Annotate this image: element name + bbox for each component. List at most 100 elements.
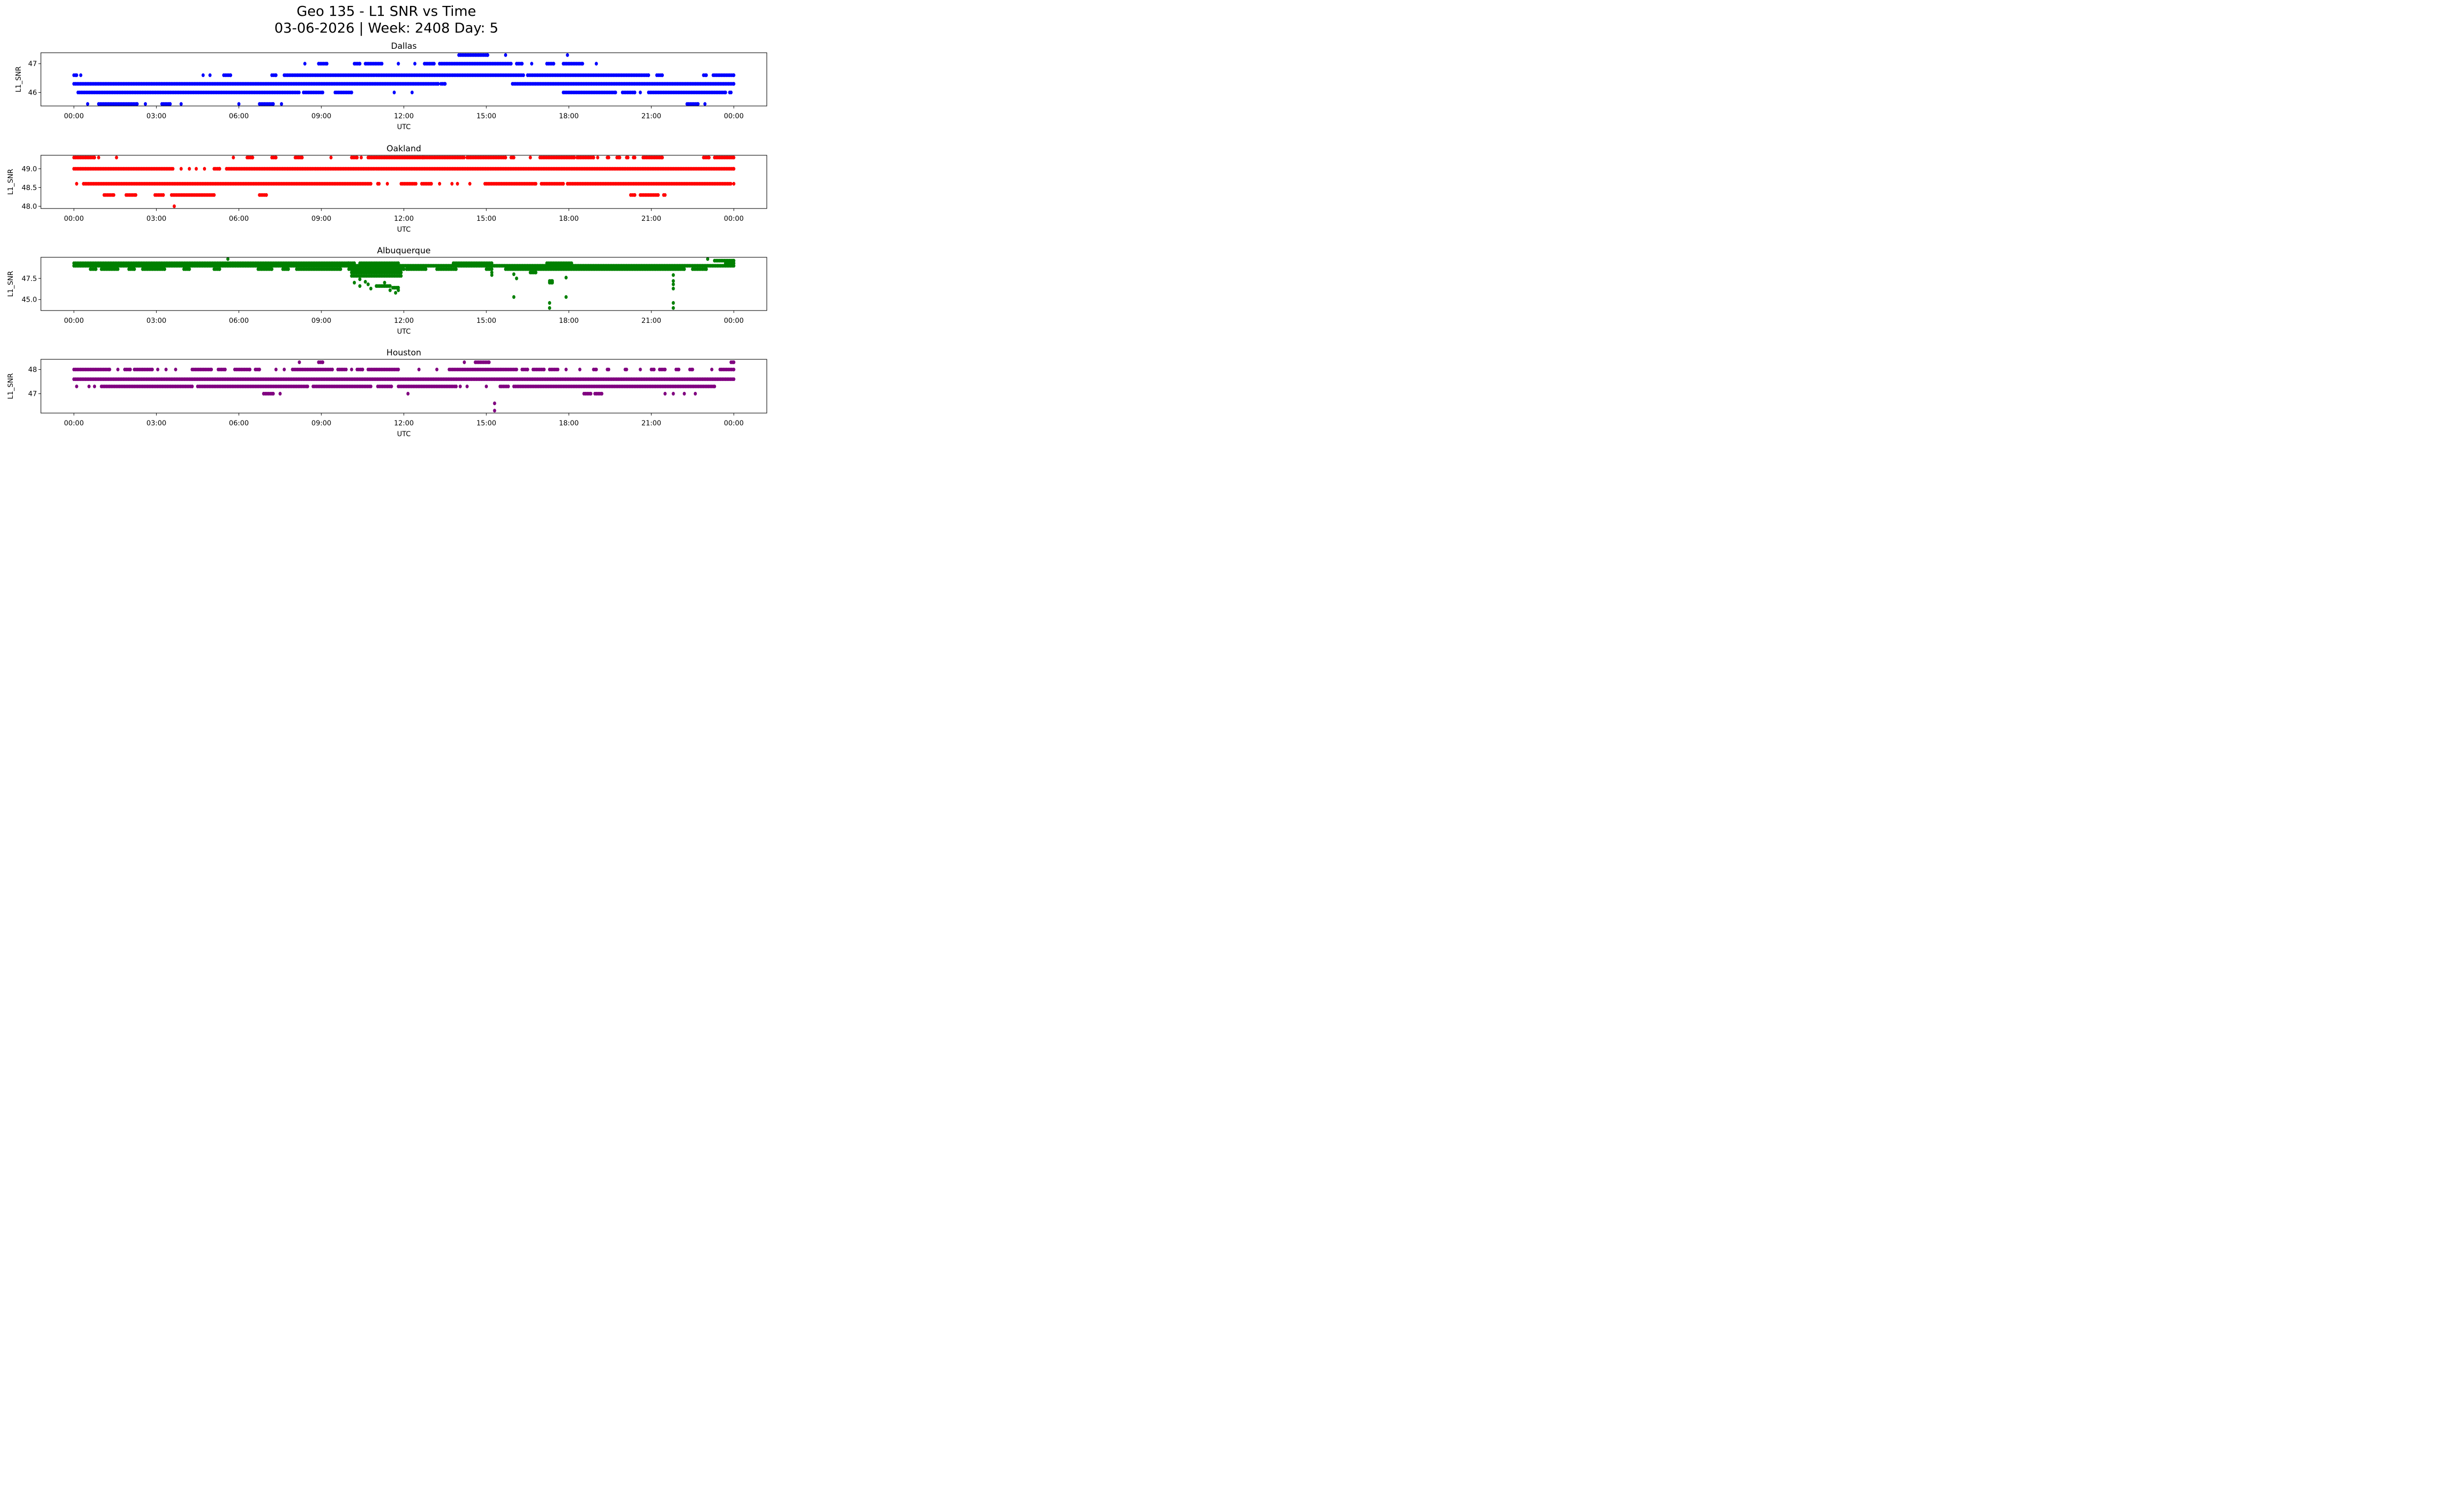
y-tick-label: 48	[28, 366, 37, 374]
data-point	[179, 102, 183, 106]
x-tick-label: 18:00	[559, 112, 579, 120]
data-point	[724, 90, 727, 95]
data-point	[564, 276, 568, 279]
data-point	[203, 167, 206, 171]
data-point	[515, 277, 518, 280]
x-tick-label: 12:00	[394, 419, 413, 427]
data-point	[663, 391, 667, 396]
data-point	[274, 155, 278, 160]
data-point	[566, 53, 569, 57]
x-tick-label: 12:00	[394, 317, 413, 325]
subplot-title: Albuquerque	[377, 246, 431, 256]
data-point	[385, 182, 389, 186]
data-point	[633, 193, 637, 197]
data-point	[626, 155, 630, 160]
data-point	[484, 384, 488, 388]
data-point	[581, 62, 584, 66]
data-point	[75, 384, 78, 388]
data-point	[226, 257, 230, 261]
data-point	[530, 62, 534, 66]
data-point	[729, 90, 733, 95]
data-point	[625, 367, 628, 372]
data-point	[465, 384, 469, 388]
data-point	[490, 273, 494, 277]
y-axis-label: L1_SNR	[15, 66, 23, 92]
data-point	[116, 267, 120, 271]
data-point	[509, 62, 513, 66]
data-point	[696, 102, 700, 106]
data-point	[573, 155, 576, 160]
x-tick-label: 06:00	[229, 317, 249, 325]
data-point	[732, 367, 736, 372]
data-point	[596, 155, 600, 160]
subplot-albuquerque: Albuquerque 00:00 03:00 06:00 09:00 12:00 15:0…	[7, 246, 767, 336]
x-tick-label: 00:00	[724, 317, 744, 325]
data-point	[430, 182, 433, 186]
figure-title: Geo 135 - L1 SNR vs Time	[296, 3, 477, 19]
data-point	[195, 167, 198, 171]
data-point	[399, 271, 403, 275]
data-point	[672, 286, 675, 291]
data-point	[350, 367, 353, 372]
data-point	[218, 167, 221, 171]
data-point	[87, 384, 91, 388]
x-axis-label: UTC	[397, 328, 411, 336]
data-point	[512, 155, 515, 160]
data-point	[556, 367, 560, 372]
data-point	[298, 360, 301, 364]
data-point	[352, 280, 356, 285]
data-point	[169, 102, 172, 106]
data-point	[600, 391, 604, 396]
data-point	[258, 367, 261, 372]
data-point	[652, 367, 656, 372]
data-point	[280, 102, 283, 106]
data-point	[136, 102, 139, 106]
data-point	[399, 274, 403, 278]
data-point	[672, 306, 675, 310]
data-point	[548, 301, 551, 305]
data-point	[108, 367, 111, 372]
data-point	[614, 90, 617, 95]
data-point	[424, 267, 428, 271]
data-point	[274, 367, 278, 372]
data-point	[732, 155, 736, 160]
x-tick-label: 09:00	[311, 112, 331, 120]
x-axis-label: UTC	[397, 226, 411, 234]
data-point	[306, 384, 309, 388]
data-point	[237, 102, 240, 106]
data-point	[394, 291, 397, 295]
data-point	[414, 182, 418, 186]
data-point	[564, 367, 568, 372]
data-point	[112, 193, 116, 197]
data-point	[274, 73, 278, 77]
data-point	[397, 62, 400, 66]
data-point	[300, 155, 304, 160]
data-point	[732, 82, 736, 86]
x-tick-label: 21:00	[641, 419, 661, 427]
data-point	[594, 367, 598, 372]
x-tick-label: 00:00	[64, 112, 84, 120]
data-point	[703, 102, 707, 106]
data-point	[164, 367, 168, 372]
data-point	[706, 257, 710, 261]
x-tick-label: 12:00	[394, 215, 413, 223]
data-point	[390, 384, 393, 388]
data-point	[437, 82, 440, 86]
data-point	[454, 267, 458, 271]
data-point	[456, 182, 459, 186]
data-point	[486, 53, 489, 57]
x-axis-label: UTC	[397, 430, 411, 438]
x-tick-label: 03:00	[146, 112, 166, 120]
data-point	[366, 282, 370, 286]
data-point	[417, 367, 421, 372]
data-point	[729, 182, 733, 186]
data-point	[683, 267, 686, 271]
y-tick-label: 46	[28, 89, 37, 97]
data-point	[411, 90, 414, 95]
data-point	[75, 73, 78, 77]
data-point	[663, 193, 667, 197]
data-point	[282, 367, 286, 372]
subplot-title: Houston	[386, 348, 421, 358]
data-point	[223, 367, 227, 372]
data-point	[272, 391, 275, 396]
